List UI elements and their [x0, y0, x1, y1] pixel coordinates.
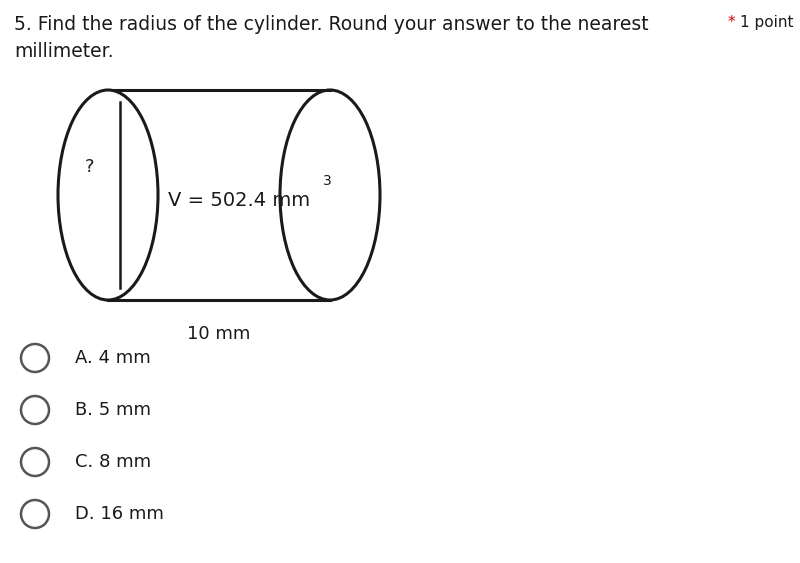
Text: 10 mm: 10 mm	[187, 325, 250, 343]
Text: 1 point: 1 point	[740, 15, 794, 30]
Bar	[108, 90, 330, 300]
Text: ?: ?	[86, 158, 94, 176]
Ellipse shape	[280, 90, 380, 300]
Text: millimeter.: millimeter.	[14, 42, 114, 61]
Text: *: *	[728, 15, 736, 30]
Text: A. 4 mm: A. 4 mm	[75, 349, 150, 367]
Text: B. 5 mm: B. 5 mm	[75, 401, 151, 419]
Text: 3: 3	[322, 174, 331, 188]
Text: D. 16 mm: D. 16 mm	[75, 505, 164, 523]
Text: C. 8 mm: C. 8 mm	[75, 453, 151, 471]
Text: 5. Find the radius of the cylinder. Round your answer to the nearest: 5. Find the radius of the cylinder. Roun…	[14, 15, 649, 34]
Ellipse shape	[58, 90, 158, 300]
Text: V = 502.4 mm: V = 502.4 mm	[168, 190, 310, 209]
